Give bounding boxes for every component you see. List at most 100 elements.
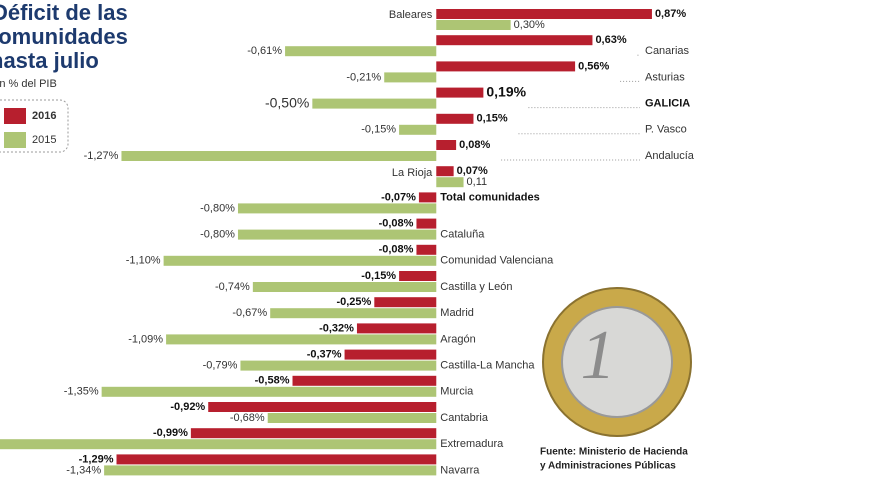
bar (116, 454, 437, 465)
category-label: Extremadura (440, 438, 504, 450)
bar (101, 386, 437, 397)
category-label: Canarias (645, 45, 690, 57)
value-label: -0,61% (247, 45, 282, 57)
bar (436, 20, 511, 30)
legend-label: 2016 (32, 110, 56, 122)
bar (240, 360, 437, 371)
value-label: -0,67% (232, 307, 267, 319)
bar (252, 282, 437, 292)
bar (163, 255, 437, 266)
bar (121, 151, 437, 161)
category-label: Madrid (440, 307, 474, 319)
bar (436, 113, 474, 124)
bar (436, 166, 454, 177)
value-label: 0,15% (476, 113, 507, 125)
category-label: Baleares (389, 9, 433, 21)
value-label: -0,80% (200, 202, 235, 214)
bar (436, 87, 484, 98)
legend-label: 2015 (32, 134, 56, 146)
value-label: -1,34% (66, 464, 101, 476)
bar (436, 140, 457, 150)
value-label: 0,19% (486, 83, 526, 99)
value-label: -0,58% (255, 375, 290, 387)
category-label: Comunidad Valenciana (440, 255, 554, 267)
legend-swatch (4, 108, 26, 124)
value-label: 0,30% (514, 19, 545, 31)
bar (267, 413, 437, 423)
category-label: La Rioja (392, 167, 433, 179)
value-label: -0,80% (200, 229, 235, 241)
svg-text:1: 1 (581, 317, 616, 394)
bar (0, 439, 437, 450)
category-label: Total comunidades (440, 191, 539, 203)
value-label: -0,50% (265, 94, 309, 110)
bar (104, 465, 437, 476)
category-label: GALICIA (645, 98, 690, 110)
category-label: Cantabria (440, 412, 489, 424)
category-label: Castilla y León (440, 281, 512, 293)
bar (418, 192, 437, 203)
legend-box (0, 99, 69, 153)
source: y Administraciones Públicas (540, 461, 676, 472)
value-label: -1,10% (126, 255, 161, 267)
value-label: -0,08% (379, 244, 414, 256)
value-label: 0,11 (467, 176, 488, 188)
bar (436, 177, 464, 188)
category-label: Cataluña (440, 229, 485, 241)
value-label: -0,25% (336, 296, 371, 308)
bar (344, 349, 437, 360)
bar (312, 98, 437, 109)
value-label: -0,99% (153, 427, 188, 439)
category-label: Murcia (440, 386, 474, 398)
bar (436, 61, 576, 72)
bar (190, 428, 437, 439)
value-label: -0,15% (361, 270, 396, 282)
value-label: -0,21% (346, 71, 381, 83)
value-label: -0,79% (203, 360, 238, 372)
value-label: -0,92% (170, 401, 205, 413)
category-label: Asturias (645, 71, 685, 83)
bar (270, 308, 437, 319)
bar (356, 323, 437, 334)
category-label: Castilla-La Mancha (440, 360, 535, 372)
value-label: -0,08% (379, 218, 414, 230)
value-label: -0,07% (381, 191, 416, 203)
bar (436, 9, 652, 19)
bar (399, 124, 437, 135)
source: Fuente: Ministerio de Hacienda (540, 447, 688, 458)
value-label: 0,08% (459, 139, 490, 151)
value-label: -1,09% (128, 333, 163, 345)
value-label: -0,68% (230, 412, 265, 424)
chart-title: comunidades (0, 24, 128, 49)
value-label: 0,63% (595, 34, 626, 46)
value-label: -0,37% (307, 349, 342, 361)
bar (166, 334, 437, 345)
value-label: -1,29% (79, 453, 114, 465)
chart-title: Déficit de las (0, 0, 128, 25)
category-label: Navarra (440, 464, 480, 476)
category-label: Aragón (440, 333, 475, 345)
coin: 1 (542, 287, 692, 437)
bar (436, 35, 593, 46)
legend-swatch (4, 132, 26, 148)
value-label: 0,07% (457, 165, 488, 177)
bar (416, 244, 437, 255)
value-label: -0,74% (215, 281, 250, 293)
chart-title: hasta julio (0, 48, 99, 73)
subtitle: En % del PIB (0, 78, 57, 90)
bar (237, 203, 437, 214)
bar (237, 229, 437, 240)
value-label: 0,56% (578, 60, 609, 72)
category-label: Andalucía (645, 150, 695, 162)
value-label: -0,15% (361, 124, 396, 136)
value-label: -1,27% (84, 150, 119, 162)
bar (416, 218, 437, 229)
bar (208, 402, 437, 412)
bar (285, 46, 437, 57)
bar (292, 375, 437, 386)
value-label: -0,32% (319, 322, 354, 334)
value-label: -1,35% (64, 386, 99, 398)
bar (374, 297, 437, 308)
bar (399, 271, 437, 281)
